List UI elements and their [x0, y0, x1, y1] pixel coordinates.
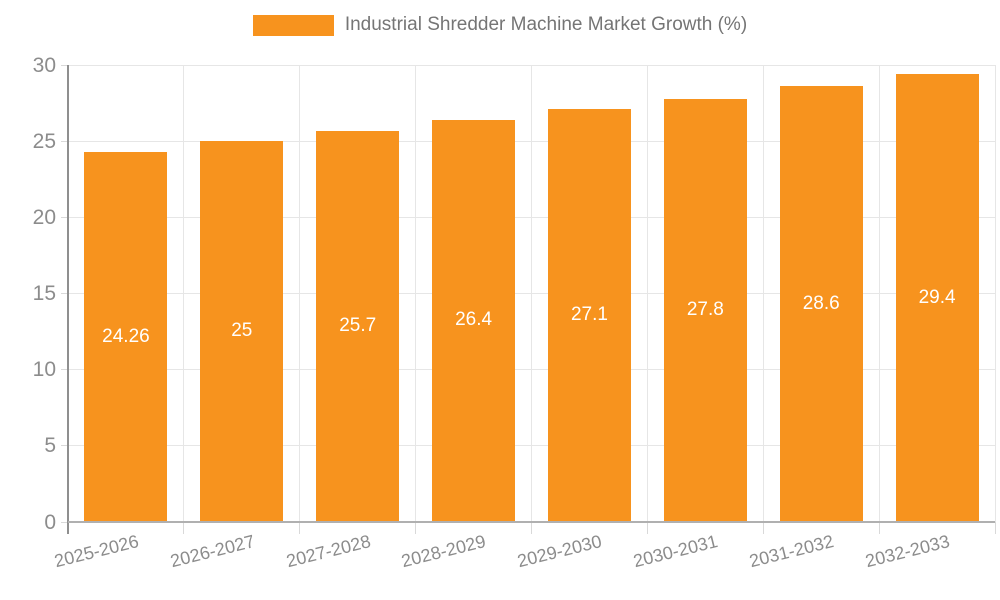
- grid-line-vertical: [183, 65, 185, 522]
- bar: 26.4: [432, 119, 516, 521]
- x-axis-line: [68, 521, 995, 523]
- bar-value-label: 27.1: [570, 304, 608, 326]
- y-tick-label: 15: [32, 282, 56, 305]
- bar: 27.8: [663, 98, 747, 521]
- x-tick-label: 2027-2028: [283, 531, 373, 572]
- legend: Industrial Shredder Machine Market Growt…: [0, 14, 1000, 36]
- bar-value-label: 24.26: [102, 325, 150, 347]
- x-tick-label: 2026-2027: [168, 531, 257, 572]
- grid-line-vertical: [762, 65, 764, 522]
- y-axis-tick: [61, 521, 68, 523]
- legend-label: Industrial Shredder Machine Market Growt…: [344, 14, 748, 35]
- bar-value-label: 27.8: [686, 298, 724, 320]
- bar: 25: [200, 141, 284, 521]
- y-axis-tick: [61, 216, 68, 218]
- legend-item[interactable]: Industrial Shredder Machine Market Growt…: [252, 14, 748, 36]
- y-axis-tick: [61, 293, 68, 294]
- x-axis-tick: [878, 522, 880, 534]
- bar-value-label: 29.4: [918, 286, 956, 308]
- x-axis-tick: [646, 522, 648, 534]
- x-axis-tick: [531, 522, 532, 534]
- y-tick-label: 25: [32, 129, 56, 153]
- x-tick-label: 2029-2030: [515, 531, 605, 572]
- bar-value-label: 25.7: [339, 314, 377, 336]
- x-tick-label: 2025-2026: [52, 531, 141, 572]
- bar: 27.1: [547, 109, 631, 521]
- grid-line-vertical: [646, 65, 648, 522]
- bar: 25.7: [316, 130, 400, 521]
- x-axis-tick: [415, 522, 417, 534]
- x-tick-label: 2030-2031: [631, 531, 720, 572]
- x-tick-label: 2032-2033: [863, 531, 952, 572]
- y-axis-line: [67, 65, 69, 534]
- bar: 24.26: [84, 152, 168, 521]
- grid-line-vertical: [531, 65, 532, 522]
- grid-line-vertical: [878, 65, 880, 522]
- y-tick-label: 0: [44, 510, 56, 534]
- grid-line-vertical: [415, 65, 417, 522]
- x-axis-tick: [994, 522, 996, 534]
- y-axis-tick: [61, 140, 68, 142]
- bar: 28.6: [779, 86, 863, 521]
- grid-line-vertical: [994, 65, 996, 522]
- x-axis-tick: [299, 522, 301, 534]
- y-tick-label: 5: [44, 434, 56, 458]
- y-tick-label: 30: [32, 53, 56, 77]
- grid-line-vertical: [299, 65, 301, 522]
- x-tick-label: 2031-2032: [747, 531, 836, 572]
- bar-value-label: 26.4: [455, 309, 493, 331]
- y-tick-label: 20: [32, 205, 56, 229]
- bar-value-label: 28.6: [802, 292, 840, 314]
- x-axis-tick: [183, 522, 185, 534]
- x-tick-label: 2028-2029: [399, 531, 489, 572]
- y-axis-tick: [61, 64, 68, 66]
- bar-value-label: 25: [231, 320, 253, 342]
- y-tick-label: 10: [32, 358, 56, 382]
- y-axis-tick: [61, 445, 68, 447]
- x-axis-tick: [762, 522, 764, 534]
- legend-swatch-icon: [252, 14, 334, 36]
- y-axis-tick: [61, 369, 68, 371]
- bar: 29.4: [895, 74, 979, 521]
